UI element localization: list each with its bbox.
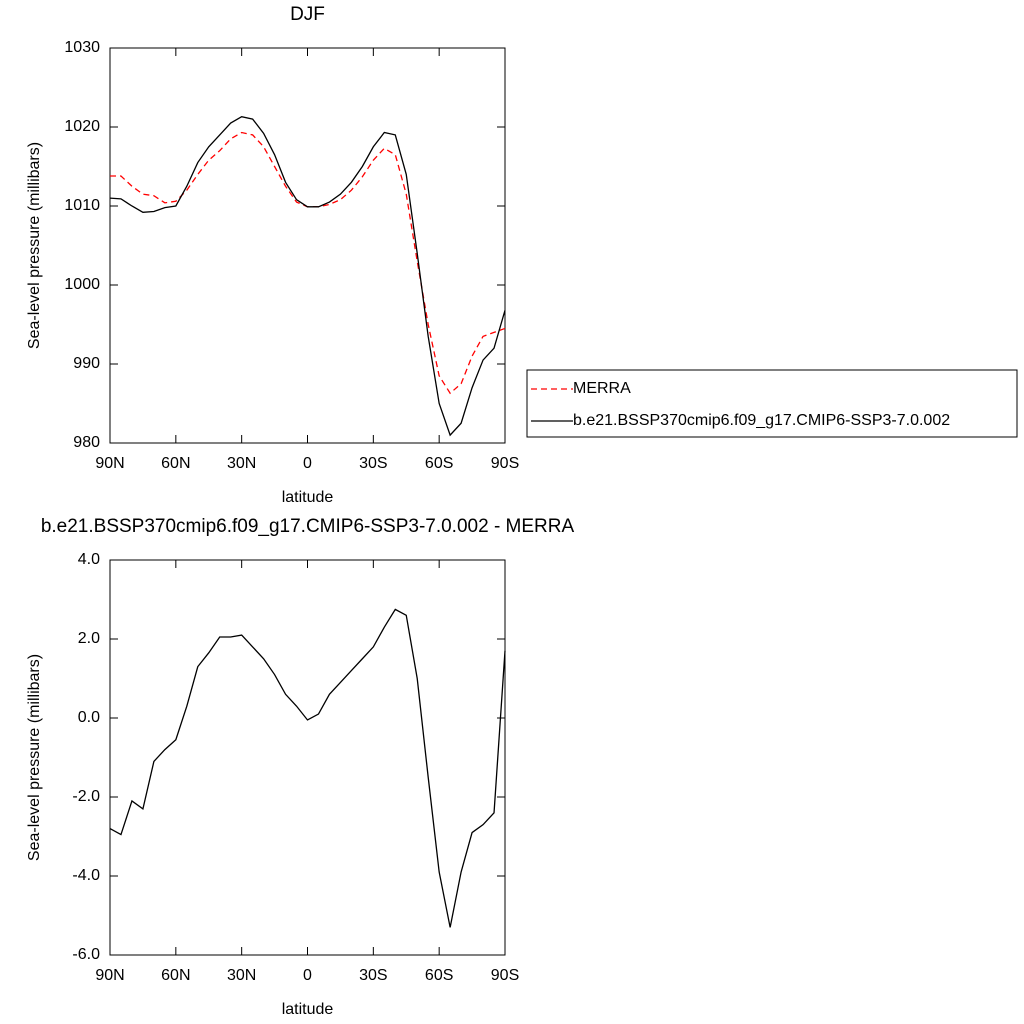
y-tick-label: 1030 bbox=[64, 39, 100, 56]
y-tick-label: 4.0 bbox=[78, 551, 100, 568]
y-tick-label: 990 bbox=[73, 355, 100, 372]
x-tick-label: 90S bbox=[491, 455, 519, 472]
x-tick-label: 0 bbox=[303, 967, 312, 984]
y-tick-label: -6.0 bbox=[72, 946, 100, 963]
x-tick-label: 30N bbox=[227, 455, 256, 472]
legend-box bbox=[526, 369, 1018, 438]
series-line bbox=[110, 131, 506, 395]
y-tick-label: 1010 bbox=[64, 197, 100, 214]
legend: MERRA b.e21.BSSP370cmip6.f09_g17.CMIP6-SS… bbox=[526, 369, 1018, 438]
x-tick-label: 60S bbox=[425, 455, 453, 472]
x-tick-label: 0 bbox=[303, 455, 312, 472]
x-tick-label: 60N bbox=[161, 455, 190, 472]
x-tick-label: 60S bbox=[425, 967, 453, 984]
legend-label: MERRA bbox=[573, 380, 631, 397]
y-tick-label: 1020 bbox=[64, 118, 100, 135]
x-axis-label: latitude bbox=[282, 1001, 334, 1018]
y-tick-label: -2.0 bbox=[72, 788, 100, 805]
y-tick-label: 980 bbox=[73, 434, 100, 451]
series-line bbox=[109, 608, 506, 928]
x-tick-label: 30S bbox=[359, 967, 387, 984]
x-tick-label: 30S bbox=[359, 455, 387, 472]
x-tick-label: 90N bbox=[95, 455, 124, 472]
y-tick-label: 1000 bbox=[64, 276, 100, 293]
x-tick-label: 60N bbox=[161, 967, 190, 984]
x-tick-label: 90S bbox=[491, 967, 519, 984]
x-tick-label: 30N bbox=[227, 967, 256, 984]
y-axis-label: Sea-level pressure (millibars) bbox=[26, 654, 43, 861]
chart-title: b.e21.BSSP370cmip6.f09_g17.CMIP6-SSP3-7.… bbox=[41, 516, 575, 537]
y-tick-label: 2.0 bbox=[78, 630, 100, 647]
y-tick-label: 0.0 bbox=[78, 709, 100, 726]
chart-title: DJF bbox=[290, 4, 325, 25]
x-tick-label: 90N bbox=[95, 967, 124, 984]
y-tick-label: -4.0 bbox=[72, 867, 100, 884]
series-line bbox=[109, 116, 506, 437]
x-axis-label: latitude bbox=[282, 489, 334, 506]
plot-frame bbox=[109, 47, 506, 444]
y-axis-label: Sea-level pressure (millibars) bbox=[26, 142, 43, 349]
plot-frame bbox=[109, 559, 506, 956]
legend-label: b.e21.BSSP370cmip6.f09_g17.CMIP6-SSP3-7.… bbox=[573, 412, 950, 429]
